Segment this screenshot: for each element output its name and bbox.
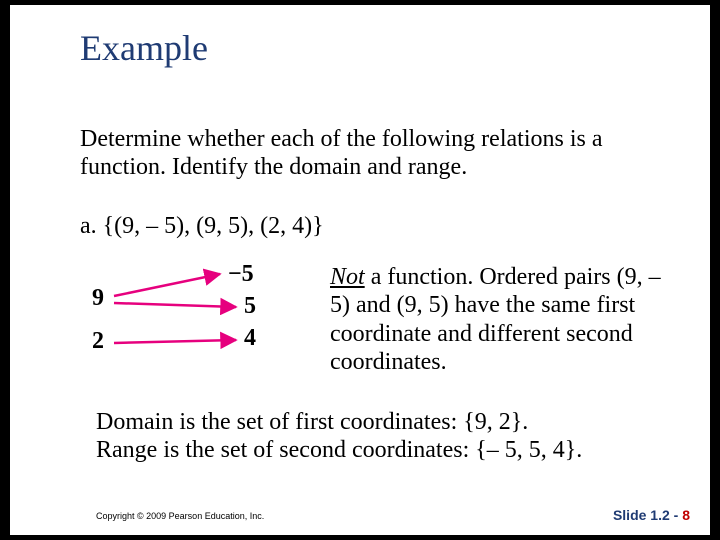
range-line: Range is the set of second coordinates: … — [96, 436, 656, 464]
diagram-num-9: 9 — [92, 285, 104, 312]
diagram-num-4: 4 — [244, 325, 256, 352]
slide-label: Slide 1.2 - — [613, 507, 682, 523]
copyright-text: Copyright © 2009 Pearson Education, Inc. — [96, 511, 264, 521]
domain-range-text: Domain is the set of first coordinates: … — [96, 408, 656, 465]
slide-number: Slide 1.2 - 8 — [613, 507, 690, 523]
arrows-svg — [92, 263, 312, 373]
page-number: 8 — [682, 507, 690, 523]
mapping-diagram: 9 2 −5 5 4 — [92, 263, 312, 373]
diagram-num-5: 5 — [244, 293, 256, 320]
domain-line: Domain is the set of first coordinates: … — [96, 408, 656, 436]
slide: Example Determine whether each of the fo… — [10, 5, 710, 535]
item-a-text: a. {(9, – 5), (9, 5), (2, 4)} — [80, 213, 324, 240]
slide-title: Example — [80, 27, 208, 69]
not-emphasis: Not — [330, 264, 365, 290]
diagram-num-2: 2 — [92, 328, 104, 355]
diagram-num-neg5: −5 — [228, 261, 254, 288]
explanation-text: Not a function. Ordered pairs (9, – 5) a… — [330, 263, 670, 376]
prompt-text: Determine whether each of the following … — [80, 125, 640, 182]
explanation-rest: a function. Ordered pairs (9, – 5) and (… — [330, 264, 661, 375]
